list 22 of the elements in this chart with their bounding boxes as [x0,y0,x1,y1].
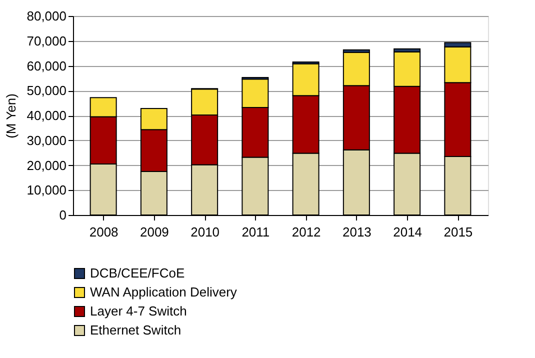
x-tick-label: 2015 [444,224,473,240]
y-axis-title: (M Yen) [4,94,19,138]
legend-label: WAN Application Delivery [90,284,238,300]
legend-label: DCB/CEE/FCoE [90,266,185,280]
y-tick-label: 70,000 [26,33,66,48]
y-tick-label: 20,000 [26,158,66,173]
y-tick-label: 50,000 [26,83,66,98]
x-tick-label: 2012 [292,224,321,240]
y-tick-label: 0 [59,208,66,222]
x-tick-label: 2010 [190,224,220,240]
x-tick-label: 2013 [342,224,372,240]
y-tick-label: 30,000 [26,132,66,148]
y-tick-label: 60,000 [26,58,66,74]
y-tick-label: 10,000 [26,182,66,198]
x-tick-label: 2009 [140,224,169,240]
x-tick-label: 2011 [242,224,270,240]
y-tick-label: 80,000 [26,8,66,24]
legend-label: Ethernet Switch [90,322,182,338]
x-tick-label: 2014 [393,224,422,240]
y-tick-label: 40,000 [26,108,66,123]
x-tick-label: 2008 [89,224,118,240]
legend-label: Layer 4-7 Switch [90,304,187,318]
